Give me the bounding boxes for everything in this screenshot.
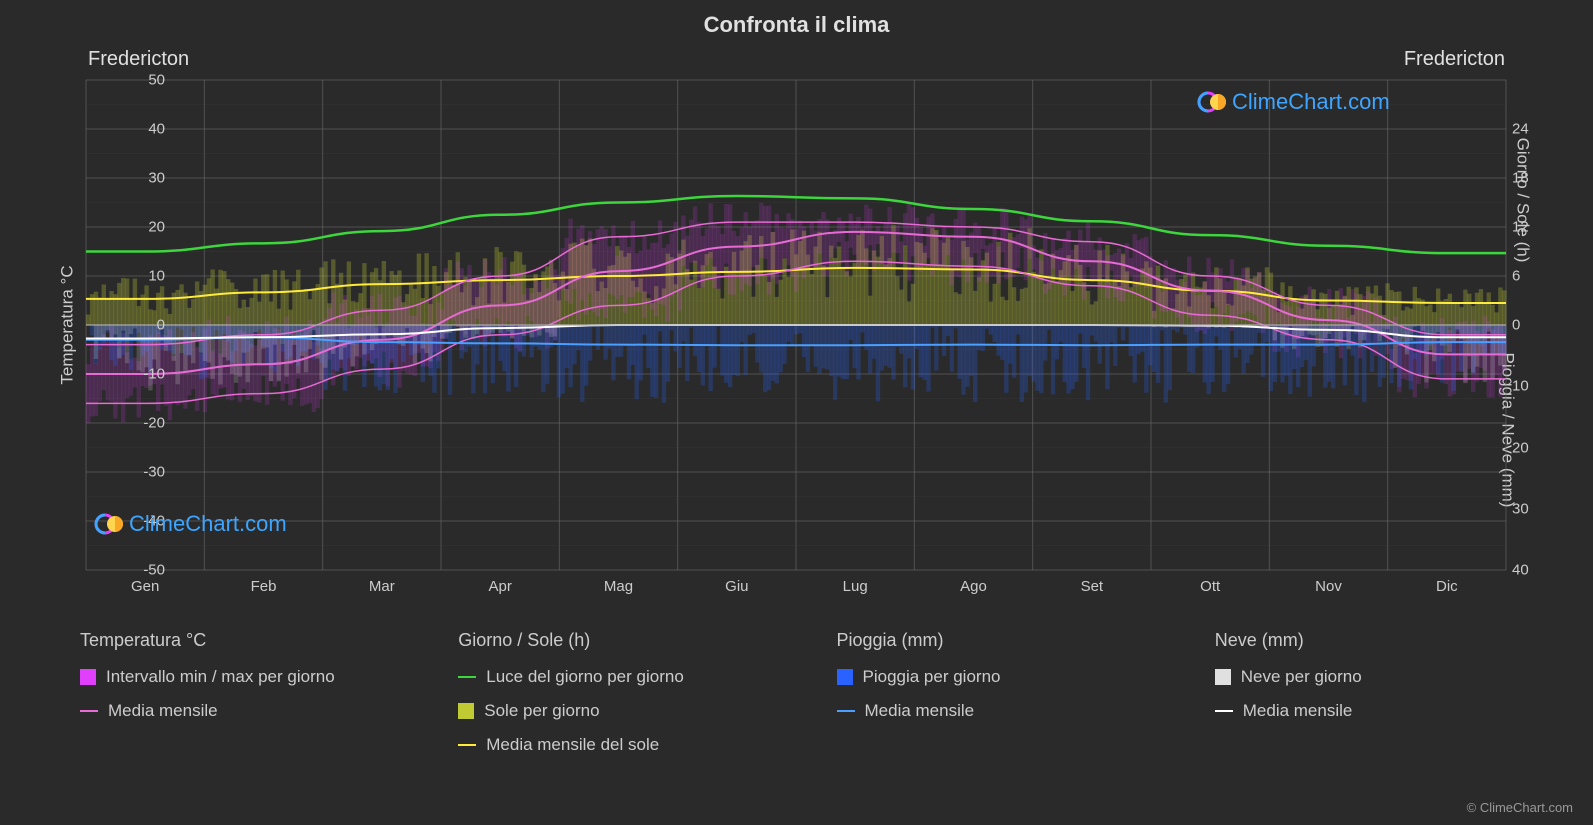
legend-item: Sole per giorno [458,701,796,721]
chart-plot-area [86,80,1506,570]
y-tick-left: -50 [143,562,165,579]
x-tick-month: Giu [725,578,748,595]
legend-swatch-icon [458,703,474,719]
x-tick-month: Mag [604,578,633,595]
x-tick-month: Nov [1315,578,1342,595]
legend-section-title: Temperatura °C [80,630,418,651]
legend-line-icon [837,710,855,712]
legend-item-label: Intervallo min / max per giorno [106,667,335,687]
y-tick-left: -30 [143,464,165,481]
brand-watermark: ClimeChart.com [1198,88,1390,116]
brand-name: ClimeChart.com [129,511,287,537]
x-tick-month: Dic [1436,578,1458,595]
y-tick-right-hours: 12 [1512,219,1529,236]
legend-item: Media mensile [1215,701,1553,721]
y-tick-right-mm: 20 [1512,439,1529,456]
legend-item-label: Media mensile [1243,701,1353,721]
brand-logo-icon [1198,88,1226,116]
legend-item: Media mensile [837,701,1175,721]
legend-swatch-icon [1215,669,1231,685]
y-tick-right-hours: 24 [1512,121,1529,138]
y-tick-left: 20 [148,219,165,236]
city-label-left: Fredericton [88,48,189,71]
x-tick-month: Feb [251,578,277,595]
legend-item-label: Media mensile del sole [486,735,659,755]
x-tick-month: Mar [369,578,395,595]
chart-svg [86,80,1506,570]
legend-item-label: Media mensile [108,701,218,721]
legend-item: Media mensile del sole [458,735,796,755]
legend-section: Giorno / Sole (h) Luce del giorno per gio… [458,630,796,769]
y-tick-left: 10 [148,268,165,285]
legend-item-label: Media mensile [865,701,975,721]
legend-item: Luce del giorno per giorno [458,667,796,687]
legend-item-label: Sole per giorno [484,701,599,721]
legend-swatch-icon [837,669,853,685]
legend-item: Intervallo min / max per giorno [80,667,418,687]
y-tick-right-hours: 0 [1512,317,1520,334]
x-tick-month: Ago [960,578,987,595]
brand-logo-icon [95,510,123,538]
legend-section-title: Pioggia (mm) [837,630,1175,651]
y-tick-right-hours: 6 [1512,268,1520,285]
y-tick-left: 0 [157,317,165,334]
axis-label-temperature: Temperatura °C [58,265,78,384]
legend-item: Neve per giorno [1215,667,1553,687]
legend-section: Pioggia (mm) Pioggia per giorno Media mens… [837,630,1175,769]
legend-section-title: Giorno / Sole (h) [458,630,796,651]
y-tick-right-mm: 40 [1512,562,1529,579]
legend-item-label: Neve per giorno [1241,667,1362,687]
legend-item: Pioggia per giorno [837,667,1175,687]
legend-item: Media mensile [80,701,418,721]
x-tick-month: Set [1081,578,1104,595]
legend-line-icon [458,744,476,746]
brand-watermark: ClimeChart.com [95,510,287,538]
x-tick-month: Gen [131,578,159,595]
legend-line-icon [80,710,98,712]
x-tick-month: Lug [843,578,868,595]
y-tick-left: 50 [148,72,165,89]
legend-section: Neve (mm) Neve per giorno Media mensile [1215,630,1553,769]
y-tick-left: -10 [143,366,165,383]
legend-item-label: Luce del giorno per giorno [486,667,684,687]
y-tick-left: -20 [143,415,165,432]
brand-name: ClimeChart.com [1232,89,1390,115]
y-tick-left: 30 [148,170,165,187]
legend-section-title: Neve (mm) [1215,630,1553,651]
legend-swatch-icon [80,669,96,685]
y-tick-right-mm: 30 [1512,500,1529,517]
chart-title: Confronta il clima [0,0,1593,38]
axis-label-daylight: Giorno / Sole (h) [1513,138,1533,263]
x-tick-month: Apr [488,578,511,595]
x-tick-month: Ott [1200,578,1220,595]
copyright: © ClimeChart.com [1467,800,1573,815]
y-tick-right-mm: 10 [1512,378,1529,395]
legend-section: Temperatura °C Intervallo min / max per g… [80,630,418,769]
city-label-right: Fredericton [1404,48,1505,71]
legend-line-icon [1215,710,1233,712]
y-tick-left: 40 [148,121,165,138]
y-tick-right-hours: 18 [1512,170,1529,187]
legend-item-label: Pioggia per giorno [863,667,1001,687]
legend-line-icon [458,676,476,678]
legend: Temperatura °C Intervallo min / max per g… [80,630,1553,769]
